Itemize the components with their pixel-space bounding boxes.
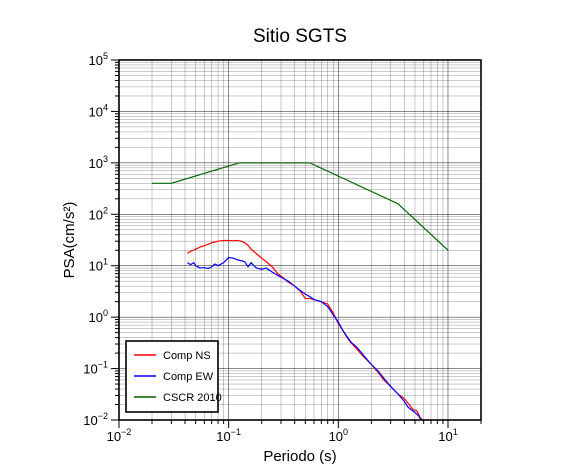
y-tick-label: 105 (89, 51, 108, 68)
legend-label: Comp NS (163, 350, 211, 362)
y-tick-label: 101 (89, 257, 108, 274)
x-tick-label: 10−1 (216, 427, 241, 444)
legend-label: CSCR 2010 (163, 392, 222, 404)
series-line-2 (187, 256, 422, 421)
x-axis-label: Periodo (s) (263, 448, 336, 465)
ticks: 10−2 10−1 100 101 10−2 10−1 100 101 102 103 104 105 (83, 51, 482, 444)
y-tick-label: 10−2 (83, 411, 108, 428)
y-axis-label: PSA(cm/s²) (61, 202, 78, 279)
y-tick-label: 100 (89, 308, 108, 325)
x-tick-label: 10−2 (107, 427, 132, 444)
series-line-3 (152, 162, 449, 251)
legend-label: Comp EW (163, 371, 214, 383)
y-tick-label: 103 (89, 154, 108, 171)
legend: Comp NS Comp EW CSCR 2010 (125, 340, 222, 413)
plot-frame (118, 59, 482, 421)
chart-title: Sitio SGTS (253, 26, 347, 47)
series-layer (152, 162, 449, 421)
x-tick-label: 101 (438, 427, 457, 444)
y-tick-label: 102 (89, 205, 108, 222)
y-tick-label: 104 (89, 102, 108, 119)
series-line-1 (187, 239, 424, 421)
x-tick-label: 100 (329, 427, 348, 444)
y-tick-label: 10−1 (83, 360, 108, 377)
